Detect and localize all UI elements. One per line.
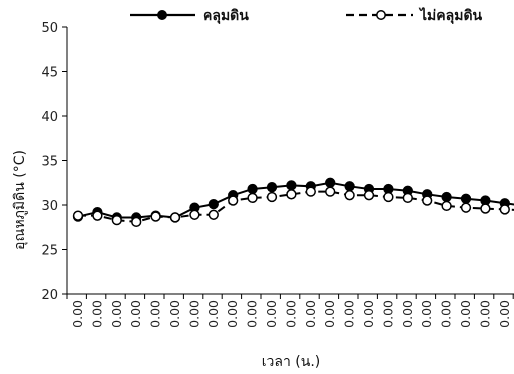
data-point bbox=[325, 177, 336, 188]
data-point bbox=[131, 216, 142, 228]
data-point bbox=[286, 180, 297, 191]
data-point bbox=[383, 191, 394, 203]
x-tick-label: 0.00 bbox=[361, 300, 376, 328]
x-tick-label: 0.00 bbox=[380, 300, 395, 328]
y-tick-label: 30 bbox=[41, 199, 58, 214]
y-tick-label: 25 bbox=[41, 244, 58, 259]
legend-marker-uncovered bbox=[376, 10, 386, 20]
data-point bbox=[208, 209, 219, 220]
x-tick-label: 0.00 bbox=[245, 300, 260, 328]
legend-label-uncovered: ไม่คลุมดิน bbox=[418, 6, 483, 24]
x-tick-label: 0.00 bbox=[477, 300, 492, 328]
x-tick-label: 0.00 bbox=[322, 300, 337, 328]
legend-label-covered: คลุมดิน bbox=[203, 8, 249, 24]
data-point bbox=[111, 214, 122, 226]
series-layer bbox=[72, 177, 514, 228]
x-tick-label: 0.00 bbox=[283, 300, 298, 328]
data-point bbox=[460, 202, 472, 213]
x-tick-label: 0.00 bbox=[400, 300, 415, 328]
y-axis-title: อุณหภูมิดิน (°C) bbox=[12, 150, 28, 250]
y-tick-label: 35 bbox=[41, 155, 58, 170]
y-axis: 20 25 30 35 40 45 50 bbox=[41, 21, 68, 303]
data-point bbox=[286, 189, 297, 200]
y-tick-label: 20 bbox=[41, 288, 58, 303]
x-tick-label: 0.00 bbox=[497, 300, 512, 328]
x-tick-label: 0.00 bbox=[186, 300, 201, 328]
data-point bbox=[228, 195, 239, 206]
x-tick-label: 0.00 bbox=[109, 300, 124, 328]
data-point bbox=[189, 209, 200, 220]
data-point bbox=[344, 181, 355, 192]
series-covered bbox=[72, 177, 514, 223]
x-tick-label: 0.00 bbox=[70, 300, 85, 328]
x-tick-label: 0.00 bbox=[458, 300, 473, 328]
x-tick-label: 0.00 bbox=[225, 300, 240, 328]
x-tick-label: 0.00 bbox=[342, 300, 357, 328]
legend-marker-covered bbox=[157, 10, 167, 20]
data-point bbox=[422, 195, 433, 206]
x-tick-label: 0.00 bbox=[167, 300, 182, 328]
x-tick-label: 0.00 bbox=[303, 300, 318, 328]
x-axis-title: เวลา (น.) bbox=[262, 354, 320, 370]
series-uncovered bbox=[72, 186, 514, 228]
data-point bbox=[441, 191, 452, 203]
data-point bbox=[92, 210, 103, 221]
data-point bbox=[247, 183, 258, 195]
x-tick-label: 0.00 bbox=[419, 300, 434, 328]
x-axis: 0.00 0.00 0.00 0.00 0.00 0.00 0.00 0.00 0.00 0.00… bbox=[66, 293, 514, 328]
data-point bbox=[480, 203, 491, 214]
y-tick-label: 40 bbox=[41, 110, 58, 125]
x-tick-label: 0.00 bbox=[148, 300, 163, 328]
data-point bbox=[247, 192, 258, 204]
data-point bbox=[402, 192, 413, 204]
data-point bbox=[266, 182, 278, 193]
data-point bbox=[72, 210, 84, 221]
data-point bbox=[363, 190, 375, 201]
legend: คลุมดิน ไม่คลุมดิน bbox=[130, 6, 483, 24]
y-tick-label: 50 bbox=[41, 21, 58, 36]
data-point bbox=[344, 190, 355, 201]
data-point bbox=[305, 186, 316, 197]
x-tick-label: 0.00 bbox=[206, 300, 221, 328]
data-point bbox=[499, 204, 510, 215]
y-tick-label: 45 bbox=[41, 66, 58, 81]
data-point bbox=[150, 211, 161, 222]
data-point bbox=[266, 191, 278, 203]
x-tick-label: 0.00 bbox=[89, 300, 104, 328]
data-point bbox=[169, 212, 181, 223]
data-point bbox=[441, 200, 452, 212]
data-point bbox=[208, 198, 219, 210]
x-tick-label: 0.00 bbox=[128, 300, 143, 328]
x-tick-label: 0.00 bbox=[439, 300, 454, 328]
x-tick-label: 0.00 bbox=[264, 300, 279, 328]
data-point bbox=[325, 186, 336, 197]
data-point bbox=[460, 193, 472, 204]
